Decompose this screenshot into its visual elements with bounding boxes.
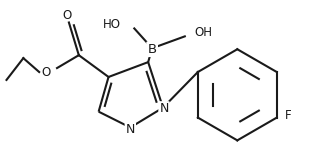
Text: O: O <box>42 66 51 79</box>
Text: F: F <box>285 109 291 122</box>
Text: OH: OH <box>195 26 213 39</box>
Text: O: O <box>62 9 72 22</box>
Text: N: N <box>126 123 135 136</box>
Text: HO: HO <box>102 18 120 31</box>
Text: N: N <box>159 102 169 115</box>
Text: B: B <box>148 43 157 56</box>
